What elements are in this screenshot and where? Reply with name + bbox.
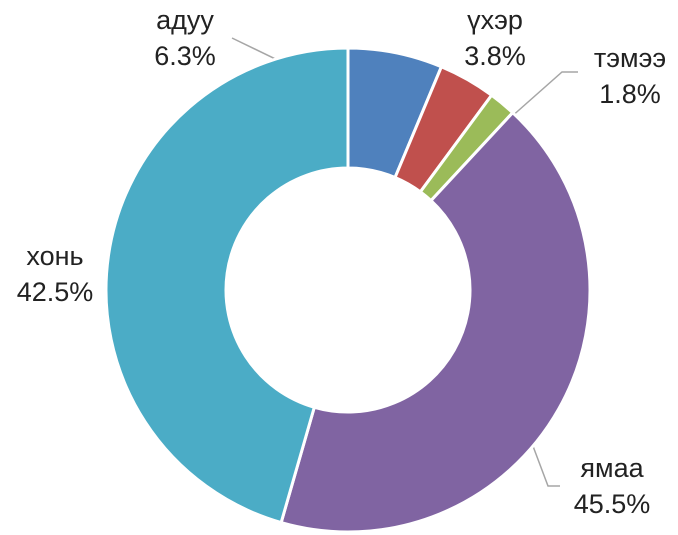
donut-slice xyxy=(279,110,592,534)
value-label: 45.5% xyxy=(574,489,651,519)
donut-slice xyxy=(104,46,350,525)
value-label: 1.8% xyxy=(599,79,661,109)
value-label: 3.8% xyxy=(464,41,526,71)
slice-label: хонь xyxy=(26,241,83,271)
slice-label: ямаа xyxy=(580,453,644,483)
value-label: 42.5% xyxy=(17,277,94,307)
leader-line xyxy=(509,71,578,119)
slice-label: адуу xyxy=(156,5,214,35)
slice-label: тэмээ xyxy=(594,43,666,73)
value-label: 6.3% xyxy=(154,41,216,71)
slice-label: үхэр xyxy=(467,5,523,35)
